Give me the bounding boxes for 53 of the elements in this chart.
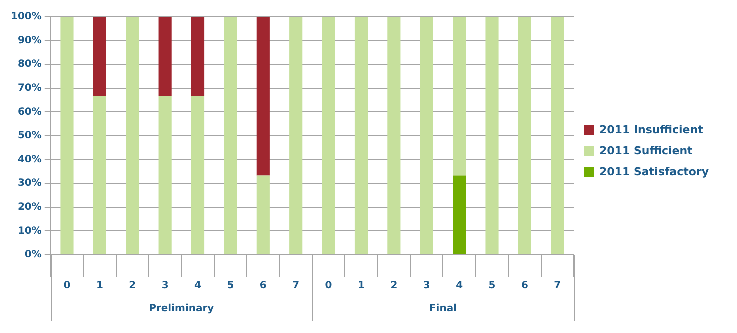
bar: [158, 96, 172, 254]
y-tick-label: 50%: [18, 130, 42, 142]
bar: [191, 96, 205, 254]
bar: [224, 17, 238, 254]
bar: [453, 17, 466, 176]
bar: [453, 176, 466, 254]
bar: [290, 17, 303, 254]
x-tick-label: 6: [260, 280, 267, 292]
bar: [60, 17, 74, 254]
y-tick-label: 80%: [18, 59, 42, 70]
x-tick-label: 3: [423, 280, 430, 292]
x-tick-label: 4: [194, 280, 202, 292]
legend-label: 2011 Sufficient: [599, 144, 693, 158]
bar: [486, 17, 499, 254]
bar: [518, 17, 532, 254]
bar: [191, 17, 205, 96]
bar: [354, 17, 368, 254]
text: Final: [429, 304, 457, 315]
x-tick-label: 2: [129, 280, 136, 292]
x-tick-label: 5: [488, 280, 496, 292]
y-tick-label: 70%: [18, 82, 42, 94]
bar: [93, 96, 106, 254]
y-tick-label: 60%: [18, 106, 42, 118]
x-tick-label: 7: [292, 280, 300, 292]
x-tick-label: 1: [358, 280, 365, 292]
x-tick-label: 0: [325, 280, 332, 292]
x-tick-label: 4: [456, 280, 464, 292]
x-tick-label: 5: [227, 280, 234, 292]
x-tick-label: 2: [390, 280, 398, 292]
y-tick-label: 0%: [24, 250, 42, 261]
bar: [388, 17, 401, 254]
legend-label: 2011 Satisfactory: [599, 165, 710, 178]
bar: [93, 17, 106, 96]
text: Preliminary: [149, 304, 215, 315]
y-tick-label: 10%: [18, 226, 42, 237]
y-tick-label: 90%: [18, 35, 42, 46]
x-tick-label: 3: [162, 280, 169, 292]
x-tick-label: 0: [64, 280, 71, 292]
y-tick-label: 40%: [18, 154, 42, 166]
x-tick-label: 7: [554, 280, 562, 292]
bar: [420, 17, 434, 254]
x-tick-label: 6: [521, 280, 528, 292]
bar: [256, 17, 270, 176]
bar: [256, 176, 270, 254]
y-tick-label: 30%: [18, 178, 42, 190]
y-tick-label: 100%: [10, 12, 42, 23]
x-tick-label: 1: [96, 280, 104, 292]
legend-label: 2011 Insufficient: [599, 123, 704, 136]
bar: [158, 17, 172, 96]
bar: [322, 17, 336, 254]
bar: [126, 17, 140, 254]
y-tick-label: 20%: [18, 202, 42, 213]
bar: [551, 17, 564, 254]
